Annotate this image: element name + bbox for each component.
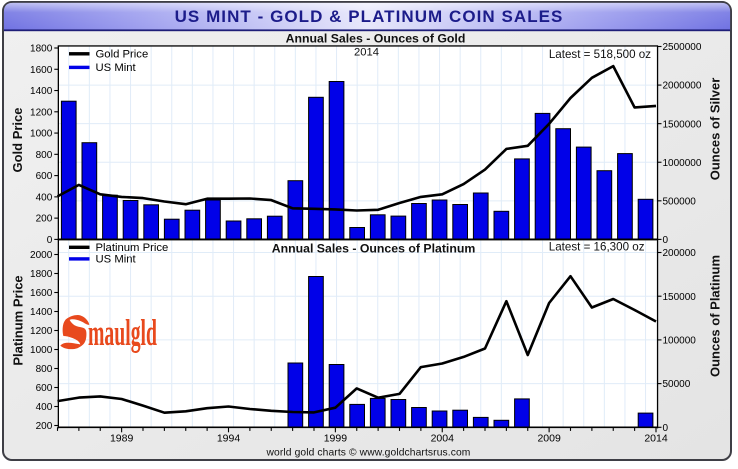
svg-text:maulgld: maulgld <box>88 313 157 354</box>
svg-text:Platinum Price: Platinum Price <box>11 275 26 365</box>
svg-text:US Mint: US Mint <box>96 62 137 74</box>
svg-text:150000: 150000 <box>663 292 697 303</box>
svg-text:1500000: 1500000 <box>663 119 702 130</box>
svg-text:800: 800 <box>36 150 53 161</box>
svg-text:1600: 1600 <box>30 65 53 76</box>
svg-text:Latest = 518,500 oz: Latest = 518,500 oz <box>549 48 651 61</box>
svg-text:Latest = 16,300 oz: Latest = 16,300 oz <box>549 241 645 254</box>
svg-text:US Mint: US Mint <box>96 253 137 265</box>
svg-text:2014: 2014 <box>644 433 668 445</box>
svg-text:1400: 1400 <box>30 307 53 318</box>
svg-text:50000: 50000 <box>663 379 691 390</box>
svg-text:Ounces of Platinum: Ounces of Platinum <box>708 255 723 377</box>
svg-text:Ounces of Silver: Ounces of Silver <box>708 78 723 181</box>
svg-text:2000000: 2000000 <box>663 81 702 92</box>
svg-text:1999: 1999 <box>324 433 348 445</box>
svg-text:1000000: 1000000 <box>663 158 702 169</box>
svg-text:Platinum Price: Platinum Price <box>96 242 169 254</box>
svg-text:2009: 2009 <box>537 433 561 445</box>
svg-text:200000: 200000 <box>663 248 697 259</box>
svg-text:2000: 2000 <box>30 250 53 261</box>
svg-text:200: 200 <box>36 214 53 225</box>
svg-text:400: 400 <box>36 192 53 203</box>
svg-text:0: 0 <box>663 423 669 434</box>
svg-text:1989: 1989 <box>110 433 134 445</box>
svg-text:500000: 500000 <box>663 196 697 207</box>
svg-text:1000: 1000 <box>30 345 53 356</box>
svg-text:400: 400 <box>36 402 53 413</box>
svg-text:2014: 2014 <box>354 46 379 58</box>
svg-text:0: 0 <box>663 235 669 246</box>
svg-text:800: 800 <box>36 364 53 375</box>
svg-text:2004: 2004 <box>431 433 455 445</box>
svg-text:100000: 100000 <box>663 336 697 347</box>
svg-text:US MINT - GOLD & PLATINUM COIN: US MINT - GOLD & PLATINUM COIN SALES <box>175 7 564 26</box>
svg-text:1000: 1000 <box>30 129 53 140</box>
svg-text:Gold Price: Gold Price <box>10 107 25 172</box>
svg-text:1200: 1200 <box>30 107 53 118</box>
svg-text:1800: 1800 <box>30 44 53 55</box>
svg-text:2500000: 2500000 <box>663 42 702 53</box>
svg-text:1994: 1994 <box>217 433 241 445</box>
svg-text:600: 600 <box>36 171 53 182</box>
svg-text:Gold Price: Gold Price <box>96 48 149 60</box>
svg-text:Annual Sales - Ounces of Plati: Annual Sales - Ounces of Platinum <box>272 241 476 255</box>
svg-text:600: 600 <box>36 383 53 394</box>
svg-text:0: 0 <box>47 235 53 246</box>
svg-text:1600: 1600 <box>30 288 53 299</box>
svg-text:1200: 1200 <box>30 326 53 337</box>
svg-text:world gold charts © www.goldch: world gold charts © www.goldchartsrus.co… <box>266 447 471 458</box>
svg-text:200: 200 <box>36 421 53 432</box>
svg-text:Annual Sales - Ounces of Gold: Annual Sales - Ounces of Gold <box>286 32 466 46</box>
svg-text:1800: 1800 <box>30 269 53 280</box>
svg-text:1400: 1400 <box>30 86 53 97</box>
